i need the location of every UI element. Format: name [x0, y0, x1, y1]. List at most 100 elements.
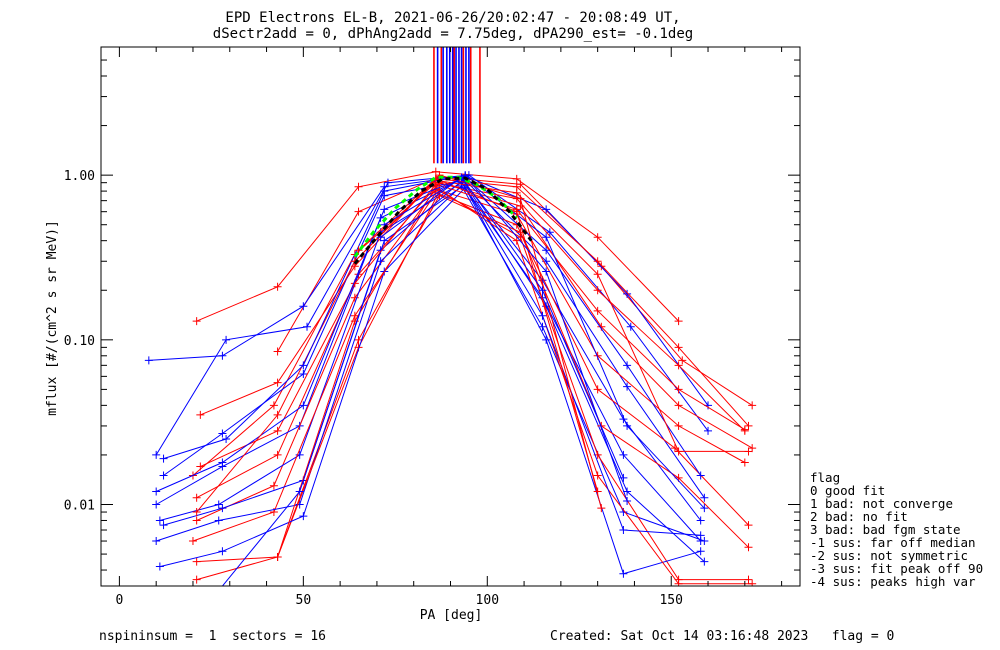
data-point-2-1 — [218, 351, 227, 360]
data-point-6-0 — [159, 471, 168, 480]
data-point-7-0 — [192, 493, 201, 502]
y-axis-label: mflux [#/(cm^2 s sr MeV)] — [45, 220, 60, 416]
x-tick-label-3: 150 — [659, 593, 682, 608]
series-line-25 — [380, 176, 624, 479]
data-point-21-7 — [744, 447, 753, 456]
series-line-8 — [155, 178, 702, 521]
flag-legend-entry-3: 3 bad: bad fgm state — [810, 522, 961, 537]
flag-legend-title: flag — [810, 470, 840, 485]
series-line-24 — [354, 178, 599, 492]
data-point-21-0 — [192, 508, 201, 517]
fit-line-27 — [353, 175, 518, 258]
data-point-20-0 — [152, 487, 161, 496]
data-point-18-6 — [696, 531, 705, 540]
data-point-22-1 — [222, 434, 231, 443]
flag-legend-entry-6: -3 sus: fit peak off 90 — [810, 561, 983, 576]
data-point-3-0 — [152, 450, 161, 459]
series-line-14 — [156, 185, 705, 542]
data-point-17-1 — [350, 317, 359, 326]
x-tick-label-1: 50 — [296, 593, 312, 608]
data-point-20-6 — [623, 361, 632, 370]
data-point-25-2 — [538, 286, 547, 295]
flag-legend-entry-1: 1 bad: not converge — [810, 496, 953, 511]
data-point-0-3 — [431, 167, 440, 176]
series-line-13 — [196, 195, 749, 563]
data-point-22-5 — [542, 233, 551, 242]
data-point-13-7 — [744, 543, 753, 552]
data-point-17-5 — [674, 579, 683, 586]
data-point-23-2 — [516, 194, 525, 203]
data-point-14-2 — [295, 500, 304, 509]
data-point-17-4 — [593, 471, 602, 480]
data-point-9-7 — [740, 458, 749, 467]
data-point-4-0 — [196, 410, 205, 419]
data-point-17-3 — [512, 236, 521, 245]
data-point-18-4 — [538, 311, 547, 320]
data-point-5-6 — [674, 361, 683, 370]
chart-title: EPD Electrons EL-B, 2021-06-26/20:02:47 … — [225, 10, 680, 26]
y-tick-label-0: 0.01 — [64, 499, 95, 514]
data-point-0-5 — [593, 233, 602, 242]
data-point-19-1 — [273, 426, 282, 435]
data-point-18-1 — [295, 487, 304, 496]
data-point-0-4 — [512, 174, 521, 183]
data-point-3-1 — [222, 335, 231, 344]
data-point-15-0 — [192, 575, 201, 584]
data-point-18-0 — [215, 587, 223, 595]
data-point-2-2 — [299, 302, 308, 311]
data-point-22-0 — [159, 454, 168, 463]
data-point-20-1 — [218, 458, 227, 467]
data-point-7-1 — [273, 450, 282, 459]
data-point-4-5 — [593, 257, 602, 266]
data-point-1-4 — [597, 262, 606, 271]
series-line-7 — [196, 182, 753, 499]
series-line-21 — [196, 179, 749, 513]
data-point-19-7 — [740, 425, 749, 434]
data-point-16-6 — [619, 569, 628, 578]
data-point-16-7 — [696, 547, 705, 556]
data-point-23-0 — [354, 246, 363, 255]
series-line-20 — [155, 176, 702, 492]
data-point-22-2 — [299, 361, 308, 370]
data-point-10-6 — [619, 450, 628, 459]
data-point-0-6 — [674, 317, 683, 326]
data-point-5-1 — [269, 401, 278, 410]
x-tick-label-0: 0 — [115, 593, 123, 608]
data-point-24-2 — [512, 207, 521, 216]
data-point-9-1 — [269, 481, 278, 490]
data-point-20-2 — [299, 401, 308, 410]
series-line-10 — [159, 182, 702, 542]
series-line-12 — [163, 183, 705, 562]
data-point-18-5 — [619, 526, 628, 535]
data-point-2-6 — [623, 289, 632, 298]
flag-legend-entry-0: 0 good fit — [810, 483, 885, 498]
data-point-14-7 — [700, 537, 709, 546]
flag-legend: flag 0 good fit 1 bad: not converge 2 ba… — [810, 470, 983, 589]
data-point-2-0 — [144, 356, 153, 365]
data-point-10-1 — [214, 500, 223, 509]
data-point-21-5 — [593, 270, 602, 279]
data-point-11-0 — [188, 537, 197, 546]
data-point-9-2 — [350, 293, 359, 302]
series-line-18 — [221, 180, 701, 586]
data-point-14-0 — [152, 537, 161, 546]
data-point-17-6 — [748, 579, 757, 586]
data-point-3-6 — [626, 322, 635, 331]
series-line-16 — [159, 186, 701, 575]
data-point-15-7 — [744, 575, 753, 584]
data-point-4-7 — [744, 421, 753, 430]
series-line-19 — [200, 183, 746, 468]
data-point-8-0 — [152, 500, 161, 509]
data-point-3-3 — [383, 178, 392, 187]
chart-subtitle: dSectr2add = 0, dPhAng2add = 7.75deg, dP… — [213, 26, 693, 42]
y-axis: 0.01 0.10 1.00 — [64, 46, 800, 571]
footer-left: nspininsum = 1 sectors = 16 — [99, 629, 326, 644]
footer-right: Created: Sat Oct 14 03:16:48 2023 flag =… — [550, 629, 894, 644]
data-point-8-7 — [696, 516, 705, 525]
data-point-1-0 — [273, 347, 282, 356]
data-point-10-2 — [295, 450, 304, 459]
y-tick-label-2: 1.00 — [64, 169, 95, 184]
plot-marks — [144, 47, 757, 595]
data-point-6-1 — [218, 429, 227, 438]
flag-legend-entry-7: -4 sus: peaks high var — [810, 574, 976, 589]
